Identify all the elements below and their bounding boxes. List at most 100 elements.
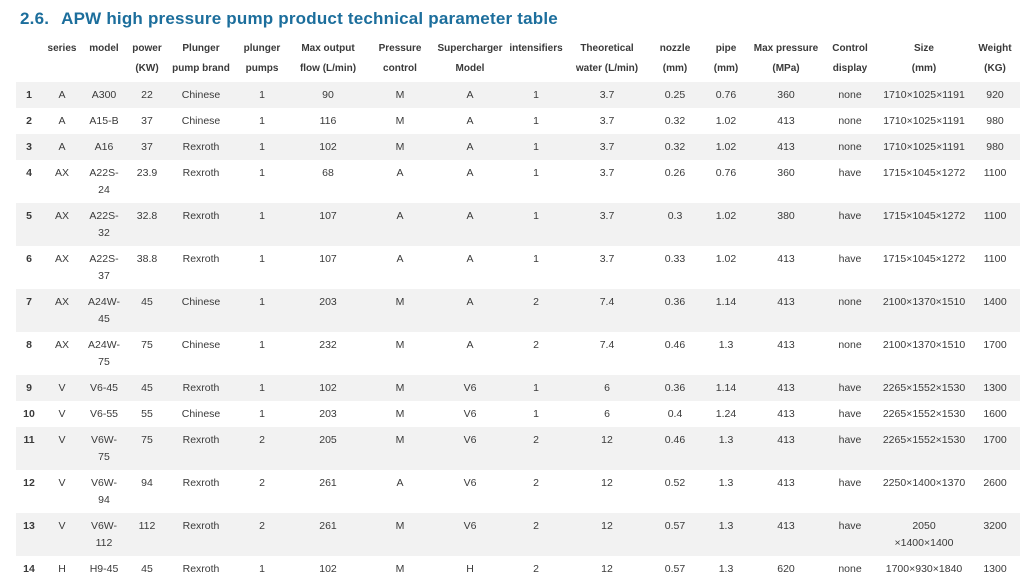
cell-model: V6W- 112 xyxy=(90,520,118,549)
cell-size: 1710×1025×1191 xyxy=(883,141,965,153)
cell-maxpressure: 360 xyxy=(777,89,795,101)
cell-weight: 980 xyxy=(986,115,1004,127)
cell-flow: 203 xyxy=(319,296,337,308)
cell-model: V6W- 94 xyxy=(90,477,118,506)
cell-display: have xyxy=(838,167,862,179)
cell-power: 22 xyxy=(141,89,153,101)
cell-num: 8 xyxy=(26,339,32,351)
cell-pumps: 1 xyxy=(259,115,265,127)
cell-weight: 920 xyxy=(986,89,1004,101)
cell-pipe: 1.3 xyxy=(718,563,734,575)
cell-maxpressure: 413 xyxy=(777,296,795,308)
cell-size: 1715×1045×1272 xyxy=(882,167,966,179)
cell-intensifiers: 2 xyxy=(533,434,539,446)
cell-intensifiers: 1 xyxy=(533,167,539,179)
cell-series: V xyxy=(58,477,66,489)
cell-pipe: 1.02 xyxy=(715,115,737,127)
cell-size: 2265×1552×1530 xyxy=(882,434,966,446)
cell-display: have xyxy=(838,434,862,446)
cell-brand: Rexroth xyxy=(182,141,220,153)
cell-intensifiers: 1 xyxy=(533,89,539,101)
cell-pcontrol: M xyxy=(395,115,405,127)
cell-supercharger: A xyxy=(466,210,474,222)
cell-nozzle: 0.57 xyxy=(664,563,686,575)
cell-nozzle: 0.46 xyxy=(664,339,686,351)
cell-power: 45 xyxy=(141,563,153,575)
cell-pipe: 1.02 xyxy=(715,253,737,265)
cell-weight: 1700 xyxy=(983,339,1007,351)
cell-display: have xyxy=(838,253,862,265)
cell-weight: 2600 xyxy=(983,477,1007,489)
cell-water: 3.7 xyxy=(599,253,615,265)
cell-size: 2100×1370×1510 xyxy=(882,296,966,308)
table-body: 1 A A300 22 Chinese 1 90 M A 1 3.7 0.25 0.76 360 none 1… xyxy=(16,82,1020,575)
table-row: 8 AX A24W- 75 75 Chinese 1 232 M A 2 7.4 0.46 1.3 413… xyxy=(16,332,1020,375)
cell-pumps: 1 xyxy=(259,296,265,308)
cell-num: 2 xyxy=(26,115,32,127)
cell-nozzle: 0.26 xyxy=(664,167,686,179)
column-header-water: Theoretical water (L/min) xyxy=(566,36,648,82)
cell-intensifiers: 2 xyxy=(533,339,539,351)
cell-pipe: 1.3 xyxy=(718,434,734,446)
cell-weight: 1300 xyxy=(983,563,1007,575)
cell-display: none xyxy=(838,141,862,153)
cell-num: 9 xyxy=(26,382,32,394)
table-row: 10 V V6-55 55 Chinese 1 203 M V6 1 6 0.4 1.24 413 have… xyxy=(16,401,1020,427)
cell-series: A xyxy=(58,89,66,101)
cell-model: A24W- 45 xyxy=(88,296,120,325)
table-row: 14 H H9-45 45 Rexroth 1 102 M H 2 12 0.57 1.3 620 none… xyxy=(16,556,1020,575)
cell-flow: 232 xyxy=(319,339,337,351)
cell-nozzle: 0.32 xyxy=(664,115,686,127)
cell-series: AX xyxy=(54,167,69,179)
column-header-maxpressure: Max pressure (MPa) xyxy=(750,36,822,82)
cell-supercharger: A xyxy=(466,141,474,153)
cell-brand: Chinese xyxy=(181,89,221,101)
cell-model: A24W- 75 xyxy=(88,339,120,368)
cell-num: 1 xyxy=(26,89,32,101)
cell-display: have xyxy=(838,382,862,394)
cell-model: V6W- 75 xyxy=(90,434,118,463)
cell-intensifiers: 1 xyxy=(533,382,539,394)
cell-nozzle: 0.32 xyxy=(664,141,686,153)
cell-series: V xyxy=(58,408,66,420)
cell-brand: Rexroth xyxy=(182,477,220,489)
document-page: 2.6. APW high pressure pump product techn… xyxy=(0,9,1024,575)
cell-pcontrol: M xyxy=(395,339,405,351)
cell-pipe: 1.3 xyxy=(718,339,734,351)
cell-water: 3.7 xyxy=(599,141,615,153)
cell-intensifiers: 1 xyxy=(533,408,539,420)
cell-intensifiers: 2 xyxy=(533,296,539,308)
cell-intensifiers: 1 xyxy=(533,210,539,222)
cell-water: 3.7 xyxy=(599,89,615,101)
cell-maxpressure: 380 xyxy=(777,210,795,222)
cell-size: 1710×1025×1191 xyxy=(883,89,965,101)
cell-pcontrol: M xyxy=(395,520,405,532)
cell-flow: 102 xyxy=(319,563,337,575)
cell-pumps: 1 xyxy=(259,382,265,394)
cell-num: 3 xyxy=(26,141,32,153)
cell-nozzle: 0.36 xyxy=(664,382,686,394)
cell-pumps: 1 xyxy=(259,141,265,153)
cell-pipe: 1.14 xyxy=(715,382,737,394)
cell-supercharger: A xyxy=(466,339,474,351)
cell-pcontrol: A xyxy=(396,210,404,222)
cell-model: A22S- 37 xyxy=(89,253,119,282)
cell-size: 2265×1552×1530 xyxy=(882,408,966,420)
cell-series: A xyxy=(58,115,66,127)
table-row: 13 V V6W- 112 112 Rexroth 2 261 M V6 2 12 0.57 1.3 41… xyxy=(16,513,1020,556)
column-header-brand: Plunger pump brand xyxy=(168,36,234,82)
cell-water: 12 xyxy=(601,477,613,489)
table-row: 6 AX A22S- 37 38.8 Rexroth 1 107 A A 1 3.7 0.33 1.02… xyxy=(16,246,1020,289)
cell-pumps: 1 xyxy=(259,253,265,265)
cell-maxpressure: 620 xyxy=(777,563,795,575)
cell-flow: 261 xyxy=(319,477,337,489)
cell-pipe: 1.02 xyxy=(715,141,737,153)
cell-size: 2250×1400×1370 xyxy=(882,477,966,489)
cell-maxpressure: 413 xyxy=(777,520,795,532)
cell-weight: 1400 xyxy=(983,296,1007,308)
cell-display: none xyxy=(838,339,862,351)
cell-model: H9-45 xyxy=(89,563,119,575)
cell-water: 7.4 xyxy=(599,296,615,308)
cell-intensifiers: 1 xyxy=(533,141,539,153)
cell-series: AX xyxy=(54,296,69,308)
